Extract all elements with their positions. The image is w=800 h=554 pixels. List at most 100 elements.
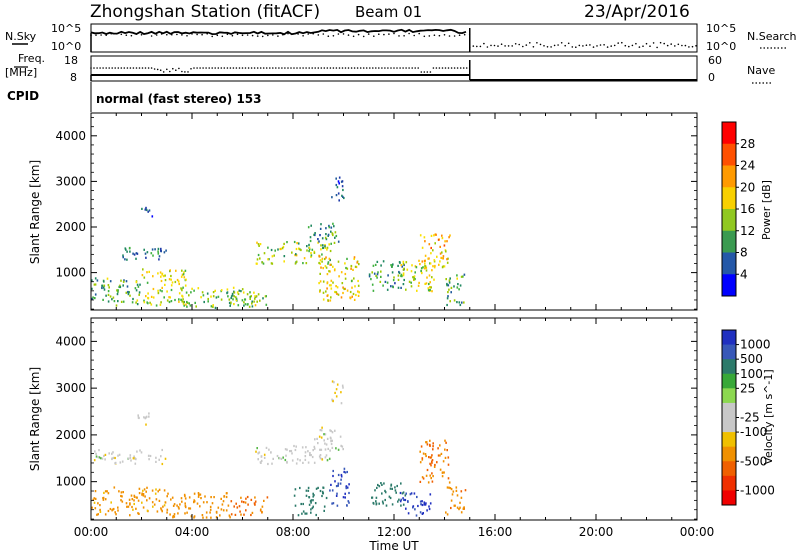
nave-point bbox=[147, 67, 150, 69]
nave-point bbox=[341, 67, 344, 69]
nave-point bbox=[226, 67, 229, 69]
echo-cell bbox=[330, 230, 332, 233]
nsearch-point bbox=[246, 34, 249, 36]
echo-cell bbox=[318, 261, 320, 265]
echo-cell bbox=[436, 461, 438, 464]
nave-tick-top: 60 bbox=[708, 54, 722, 67]
echo-cell bbox=[353, 298, 356, 301]
echo-cell bbox=[332, 265, 334, 268]
echo-cell bbox=[429, 493, 432, 496]
echo-cell bbox=[460, 490, 463, 493]
nave-point bbox=[299, 67, 301, 69]
echo-cell bbox=[425, 269, 428, 272]
echo-cell bbox=[378, 502, 380, 505]
echo-cell bbox=[114, 511, 116, 514]
echo-cell bbox=[111, 457, 114, 460]
nsearch-point bbox=[603, 44, 605, 46]
echo-cell bbox=[94, 297, 96, 300]
echo-cell bbox=[209, 505, 212, 508]
echo-cell bbox=[235, 296, 237, 299]
echo-cell bbox=[230, 500, 233, 503]
echo-cell bbox=[346, 504, 348, 507]
echo-cell bbox=[421, 260, 424, 263]
nsearch-point bbox=[130, 34, 133, 37]
echo-cell bbox=[112, 456, 115, 459]
nsearch-point bbox=[312, 32, 315, 35]
echo-cell bbox=[233, 303, 235, 306]
echo-cell bbox=[317, 442, 319, 445]
echo-cell bbox=[163, 296, 165, 299]
echo-cell bbox=[457, 283, 459, 286]
echo-cell bbox=[410, 281, 412, 284]
nave-point bbox=[381, 67, 383, 69]
echo-cell bbox=[455, 486, 458, 489]
nsearch-point bbox=[567, 42, 570, 45]
nave-point bbox=[99, 67, 101, 69]
echo-cell bbox=[128, 291, 130, 294]
echo-cell bbox=[233, 295, 235, 298]
echo-cell bbox=[371, 271, 373, 274]
echo-cell bbox=[321, 458, 324, 461]
echo-cell bbox=[319, 227, 322, 230]
echo-cell bbox=[340, 475, 343, 478]
echo-cell bbox=[254, 304, 257, 307]
echo-cell bbox=[423, 267, 426, 270]
nsearch-point bbox=[413, 34, 416, 37]
echo-cell bbox=[302, 262, 304, 265]
echo-cell bbox=[98, 456, 101, 459]
echo-cell bbox=[331, 398, 333, 401]
echo-cell bbox=[354, 265, 357, 268]
nsearch-point bbox=[342, 33, 345, 35]
echo-cell bbox=[441, 234, 443, 237]
echo-cell bbox=[330, 429, 332, 433]
echo-cell bbox=[308, 248, 311, 251]
echo-cell bbox=[158, 458, 160, 461]
echo-cell bbox=[227, 504, 230, 507]
echo-cell bbox=[446, 284, 448, 287]
echo-cell bbox=[328, 270, 330, 273]
velocity-colorbar-tick-label: -500 bbox=[740, 454, 767, 468]
echo-cell bbox=[370, 278, 372, 281]
echo-cell bbox=[329, 449, 331, 452]
velocity-colorbar-swatch bbox=[722, 344, 736, 360]
echo-cell bbox=[134, 287, 137, 290]
echo-cell bbox=[432, 448, 434, 451]
echo-cell bbox=[190, 291, 192, 294]
echo-cell bbox=[276, 454, 279, 458]
echo-cell bbox=[309, 239, 312, 243]
echo-cell bbox=[429, 456, 432, 459]
echo-cell bbox=[348, 491, 350, 495]
echo-cell bbox=[91, 506, 93, 509]
echo-cell bbox=[328, 224, 330, 227]
echo-cell bbox=[329, 263, 331, 266]
nave-point bbox=[253, 67, 256, 69]
echo-cell bbox=[118, 285, 120, 288]
echo-cell bbox=[133, 495, 136, 498]
echo-cell bbox=[197, 287, 200, 290]
echo-cell bbox=[414, 271, 416, 274]
echo-cell bbox=[456, 286, 459, 289]
nsearch-point bbox=[211, 35, 213, 38]
echo-cell bbox=[324, 245, 326, 248]
echo-cell bbox=[321, 253, 323, 256]
echo-cell bbox=[423, 501, 426, 504]
echo-cell bbox=[149, 301, 151, 304]
nave-point bbox=[378, 67, 380, 69]
echo-cell bbox=[311, 455, 314, 459]
echo-cell bbox=[422, 512, 424, 515]
nsearch-point bbox=[393, 32, 395, 35]
echo-cell bbox=[450, 291, 452, 294]
nave-point bbox=[290, 67, 292, 69]
echo-cell bbox=[403, 498, 405, 501]
echo-cell bbox=[145, 208, 148, 212]
echo-cell bbox=[431, 290, 433, 293]
echo-cell bbox=[309, 500, 312, 503]
echo-cell bbox=[391, 265, 393, 268]
echo-cell bbox=[446, 261, 449, 264]
echo-cell bbox=[148, 209, 151, 212]
echo-cell bbox=[341, 185, 344, 188]
echo-cell bbox=[296, 242, 298, 245]
echo-cell bbox=[430, 477, 432, 480]
echo-cell bbox=[421, 246, 424, 249]
nsearch-point bbox=[135, 33, 138, 35]
